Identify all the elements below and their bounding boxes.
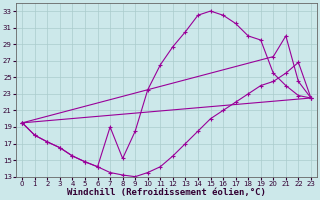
X-axis label: Windchill (Refroidissement éolien,°C): Windchill (Refroidissement éolien,°C)	[67, 188, 266, 197]
